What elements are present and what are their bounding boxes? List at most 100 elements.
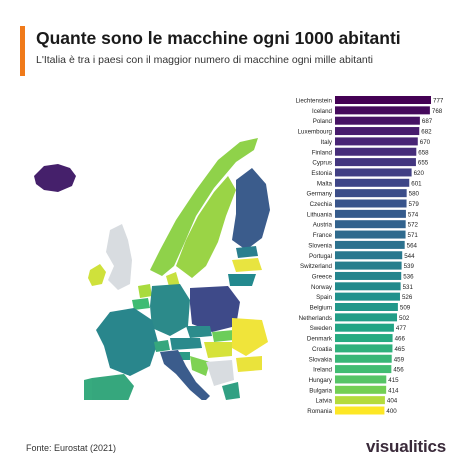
bar [335,396,385,405]
map-netherlands [138,284,152,298]
map-bulgaria [236,356,262,372]
category-label: Lithuania [307,211,333,218]
category-label: Greece [312,273,333,280]
map-czechia [186,326,212,338]
bar [335,303,398,311]
map-balkans [206,360,234,386]
value-label: 620 [414,170,425,177]
category-label: Cyprus [312,160,332,167]
map-italy [160,350,210,400]
bar [335,261,402,270]
map-latvia [232,258,262,272]
category-label: Slovenia [308,242,332,249]
value-label: 687 [422,118,433,125]
value-label: 572 [408,222,419,229]
map-switzerland [154,340,170,352]
value-label: 414 [388,387,399,394]
category-label: Poland [313,118,333,125]
category-label: Germany [307,191,333,198]
value-label: 777 [433,98,444,105]
bar [335,199,407,208]
map-estonia [236,246,258,258]
category-label: Belgium [310,305,332,312]
page-subtitle: L'Italia è tra i paesi con il maggior nu… [36,54,374,66]
value-label: 580 [409,191,420,198]
value-label: 601 [411,180,422,187]
category-label: Norway [311,284,333,291]
map-austria [170,338,202,350]
category-label: Hungary [309,377,333,384]
source-note: Fonte: Eurostat (2021) [26,443,117,453]
map-portugal [84,378,92,400]
bar [335,354,392,363]
value-label: 579 [409,201,420,208]
value-label: 466 [395,336,406,343]
bar [335,344,393,353]
map-sweden [176,176,236,278]
europe-map-icon [34,138,270,400]
bar [335,178,410,187]
category-label: Netherlands [299,315,332,322]
value-label: 415 [388,377,399,384]
category-label: Sweden [310,325,333,332]
bar [335,313,398,322]
map-hungary [204,342,232,358]
brand-logo: visualitics [366,437,447,456]
bar [335,209,406,218]
bar [335,230,406,239]
bar [335,116,420,125]
value-label: 655 [418,160,429,167]
category-label: Slovakia [309,356,333,363]
map-lithuania [228,274,256,286]
bar [335,189,407,198]
value-label: 502 [399,315,410,322]
category-label: Malta [317,180,333,187]
bar [335,282,401,291]
title-accent-bar [20,26,25,76]
bar [335,106,430,115]
category-label: Czechia [310,201,333,208]
category-label: Portugal [309,253,332,260]
bar [335,147,417,156]
bar [335,127,420,136]
bar [335,323,394,332]
map-spain [92,374,134,400]
value-label: 509 [400,305,411,312]
bar [335,334,393,343]
category-label: Denmark [307,336,333,343]
value-label: 459 [394,356,405,363]
bar [335,251,403,260]
category-label: Croatia [312,346,333,353]
category-label: Latvia [315,398,332,405]
bar [335,96,431,104]
bar [335,220,406,229]
map-romania [232,318,268,356]
map-greece [222,382,240,400]
value-label: 400 [386,408,397,415]
bar [335,168,412,177]
bar [335,365,392,374]
category-label: Switzerland [300,263,333,270]
category-label: France [313,232,333,239]
category-label: Italy [321,139,333,146]
category-label: Ireland [313,367,332,374]
category-label: Luxembourg [298,129,333,136]
value-label: 456 [393,367,404,374]
category-label: Liechtenstein [296,98,333,105]
map-uk [106,224,132,290]
value-label: 536 [403,273,414,280]
map-finland [232,168,270,250]
bar [335,158,416,167]
value-label: 670 [420,139,431,146]
category-label: Spain [316,294,332,301]
map-iceland [34,164,76,192]
category-label: Romania [307,408,332,415]
category-label: Iceland [312,108,333,115]
map-ireland [88,264,106,286]
value-label: 526 [402,294,413,301]
category-label: Austria [313,222,333,229]
map-croatia [190,356,210,376]
value-label: 531 [403,284,414,291]
map-germany [150,284,190,336]
map-belgium [132,298,150,310]
